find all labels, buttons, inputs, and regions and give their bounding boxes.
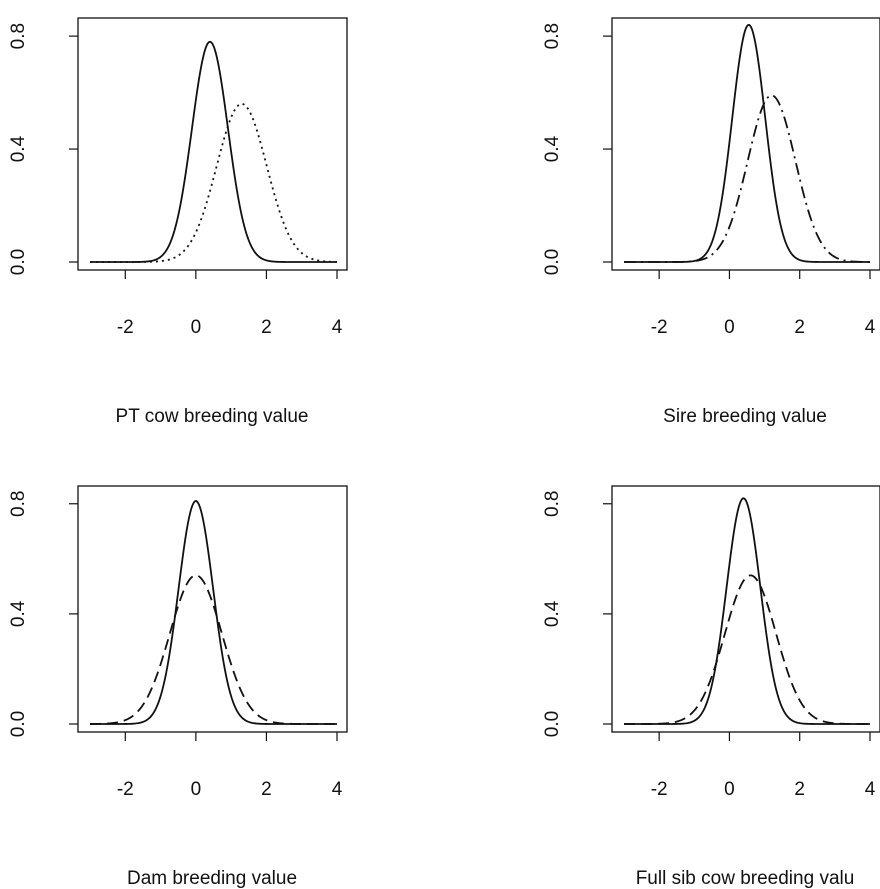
- y-tick-label: 0.4: [542, 135, 563, 162]
- density-curve-dashed: [89, 574, 337, 725]
- y-tick-label: 0.4: [8, 135, 29, 162]
- plot-frame: [611, 17, 880, 271]
- density-curve-solid: [624, 23, 870, 263]
- x-tick-label: 2: [261, 317, 272, 338]
- y-tick-label: 0.0: [542, 711, 563, 737]
- x-tick-label: 0: [724, 317, 735, 338]
- x-tick-label: -2: [117, 317, 134, 338]
- density-curve-dotted: [90, 103, 338, 263]
- x-tick-label: 4: [865, 317, 876, 338]
- x-axis-label: Dam breeding value: [127, 868, 297, 889]
- x-tick-label: 2: [261, 779, 272, 800]
- x-tick-label: 2: [794, 317, 805, 338]
- panel-pt-cow: PT cow breeding value -2 0 2 4 0.0 0.4 0.8: [8, 17, 348, 427]
- density-curve-dashed: [624, 574, 870, 725]
- x-tick-label: 4: [865, 779, 876, 800]
- panel-dam: Dam breeding value -2 0 2 4 0.0 0.4 0.8: [8, 485, 348, 889]
- y-tick-label: 0.0: [8, 249, 29, 275]
- x-axis-label: Full sib cow breeding valu: [636, 868, 855, 889]
- y-tick-label: 0.8: [542, 23, 563, 49]
- y-tick-label: 0.4: [542, 600, 563, 627]
- panel-full-sib-cow: Full sib cow breeding valu -2 0 2 4 0.0 0.4 0.…: [542, 485, 880, 889]
- density-curve-solid: [90, 500, 337, 725]
- plot-frame: [77, 485, 348, 733]
- x-tick-label: -2: [651, 317, 668, 338]
- x-axis-label: Sire breeding value: [663, 406, 827, 427]
- plot-frame: [611, 485, 880, 733]
- x-axis-label: PT cow breeding value: [116, 406, 309, 427]
- y-tick-label: 0.8: [542, 491, 563, 517]
- x-tick-label: 4: [332, 779, 343, 800]
- density-curve-solid: [90, 40, 337, 263]
- x-tick-label: 0: [191, 779, 202, 800]
- y-tick-label: 0.8: [8, 23, 29, 49]
- x-tick-label: 0: [191, 317, 202, 338]
- y-tick-label: 0.8: [8, 491, 29, 517]
- x-tick-label: -2: [117, 779, 134, 800]
- x-tick-label: 2: [794, 779, 805, 800]
- x-tick-label: 0: [724, 779, 735, 800]
- x-tick-label: 4: [332, 317, 343, 338]
- y-tick-label: 0.0: [542, 249, 563, 275]
- y-tick-label: 0.0: [8, 711, 29, 737]
- plot-frame: [77, 17, 348, 271]
- x-tick-label: -2: [651, 779, 668, 800]
- density-curve-solid: [624, 497, 870, 725]
- y-tick-label: 0.4: [8, 600, 29, 627]
- density-curve-dashdot: [624, 94, 871, 263]
- panel-sire: Sire breeding value -2 0 2 4 0.0 0.4 0.8: [542, 17, 880, 427]
